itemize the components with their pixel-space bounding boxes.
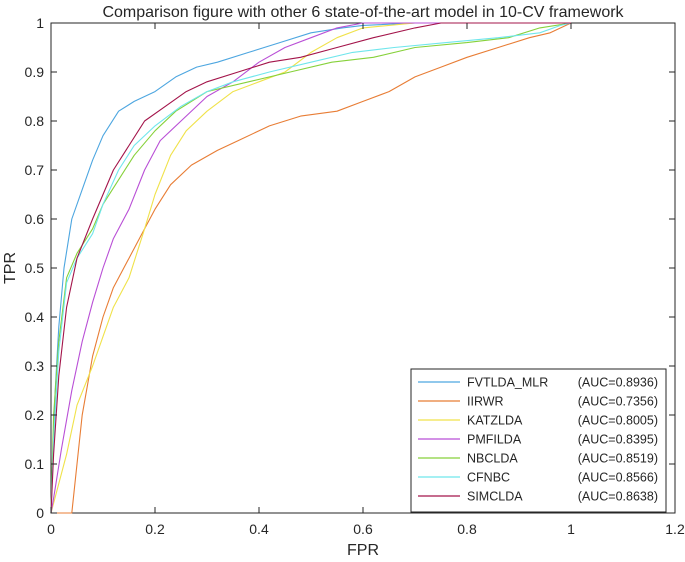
legend-entry-name: SIMCLDA [467,490,523,504]
x-tick-label: 1 [567,521,575,537]
x-tick-label: 0 [47,521,55,537]
legend-entry-name: IIRWR [467,395,504,409]
x-tick-label: 0.6 [353,521,373,537]
series-line-simclda [50,22,571,514]
y-tick-label: 0 [36,505,44,521]
y-tick-label: 0.1 [25,456,45,472]
y-tick-label: 0.5 [25,260,45,276]
chart-title: Comparison figure with other 6 state-of-… [102,4,624,21]
legend-entry-name: FVTLDA_MLR [467,376,548,390]
series-line-iirwr [51,22,572,514]
y-tick-label: 0.2 [25,407,45,423]
legend-entry-name: KATZLDA [467,414,523,428]
x-axis-title: FPR [347,542,379,559]
x-tick-label: 0.4 [249,521,269,537]
series-line-nbclda [50,22,572,514]
legend-box [410,368,667,513]
legend-entry-auc: (AUC=0.8519) [578,452,658,466]
series-line-cfnbc [50,22,572,514]
legend-entry-name: CFNBC [467,471,510,485]
legend: FVTLDA_MLR (AUC=0.8936) IIRWR (AUC=0.7356) K… [410,368,667,513]
legend-entry-name: PMFILDA [467,433,522,447]
y-tick-label: 0.8 [25,113,45,129]
y-axis-title: TPR [2,252,19,284]
plot-area: 0 0.2 0.4 0.6 0.8 1 1.2 0 0.1 0.2 0.3 0.4 0.5 0.6 0.7 0… [25,15,685,537]
y-tick-label: 0.4 [25,309,45,325]
legend-entry-auc: (AUC=0.8566) [578,471,658,485]
legend-entry-auc: (AUC=0.8936) [578,376,658,390]
legend-entry-auc: (AUC=0.8638) [578,490,658,504]
legend-entry-auc: (AUC=0.8005) [578,414,658,428]
series-line-pmfilda [50,22,571,514]
legend-entry-auc: (AUC=0.8395) [578,433,658,447]
y-tick-label: 0.6 [25,211,45,227]
y-tick-label: 0.3 [25,358,45,374]
x-tick-label: 1.2 [665,521,685,537]
x-tick-label: 0.2 [145,521,165,537]
y-tick-label: 0.7 [25,162,45,178]
legend-entry-auc: (AUC=0.7356) [578,395,658,409]
y-tick-label: 1 [36,15,44,31]
y-tick-label: 0.9 [25,64,45,80]
legend-entry-name: NBCLDA [467,452,518,466]
x-tick-label: 0.8 [457,521,477,537]
series-line-katzlda [50,22,571,514]
series-line-fvtlda-mlr [50,22,571,514]
